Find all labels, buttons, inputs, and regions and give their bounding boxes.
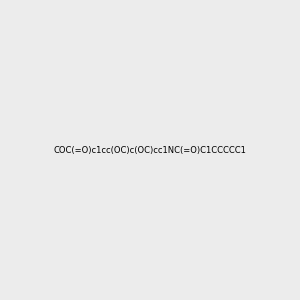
Text: COC(=O)c1cc(OC)c(OC)cc1NC(=O)C1CCCCC1: COC(=O)c1cc(OC)c(OC)cc1NC(=O)C1CCCCC1	[54, 146, 246, 154]
